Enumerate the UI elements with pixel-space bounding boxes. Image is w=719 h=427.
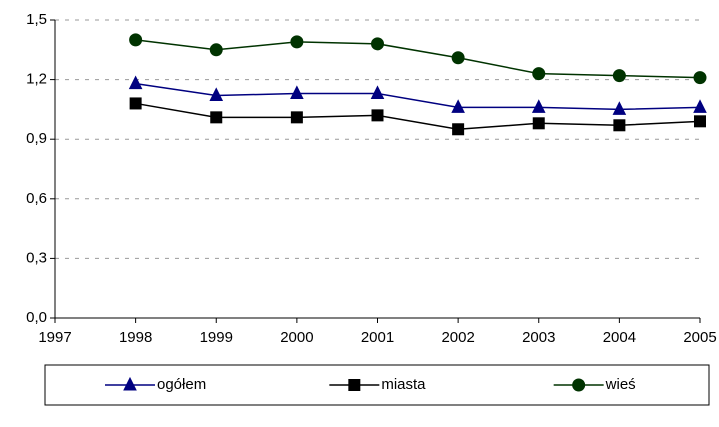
x-tick-label: 2005 [683,329,716,346]
marker [290,85,304,100]
x-tick-label: 2004 [603,329,636,346]
marker [371,37,384,51]
x-tick-label: 1997 [38,329,71,346]
x-tick-label: 2003 [522,329,555,346]
y-tick-label: 0,6 [26,190,47,207]
marker [348,379,361,391]
marker [290,35,304,49]
marker [612,69,626,83]
marker [532,117,545,130]
legend-label: ogółem [157,376,206,393]
marker [532,67,546,81]
marker [370,85,385,100]
series-line [135,82,701,111]
marker [209,87,224,101]
x-tick-label: 1998 [119,329,152,346]
legend-label: wieś [605,376,636,393]
marker [531,99,546,113]
x-tick-label: 2000 [280,329,313,346]
x-tick-label: 2001 [361,329,394,346]
legend: ogółem miasta wieś [44,364,710,406]
marker [128,75,143,90]
marker [451,99,465,113]
y-tick-label: 1,2 [26,71,47,88]
marker [613,119,626,132]
marker [451,51,465,65]
legend-label: miasta [381,376,426,393]
series-line [135,39,701,79]
y-tick-label: 0,0 [26,309,47,326]
marker [452,123,465,136]
marker [371,109,384,122]
y-tick-label: 0,9 [26,130,47,147]
x-tick-label: 2002 [441,329,474,346]
y-tick-label: 0,3 [26,249,47,266]
marker [123,376,137,391]
marker [612,101,627,115]
marker [290,111,303,124]
x-tick-label: 1999 [200,329,233,346]
marker [694,115,706,128]
marker [572,378,586,392]
marker [129,97,142,110]
marker [209,43,223,57]
marker [693,99,707,113]
marker [693,71,707,85]
marker [129,33,143,47]
y-tick-label: 1,5 [26,11,47,28]
marker [210,111,223,124]
series-line [135,102,701,131]
